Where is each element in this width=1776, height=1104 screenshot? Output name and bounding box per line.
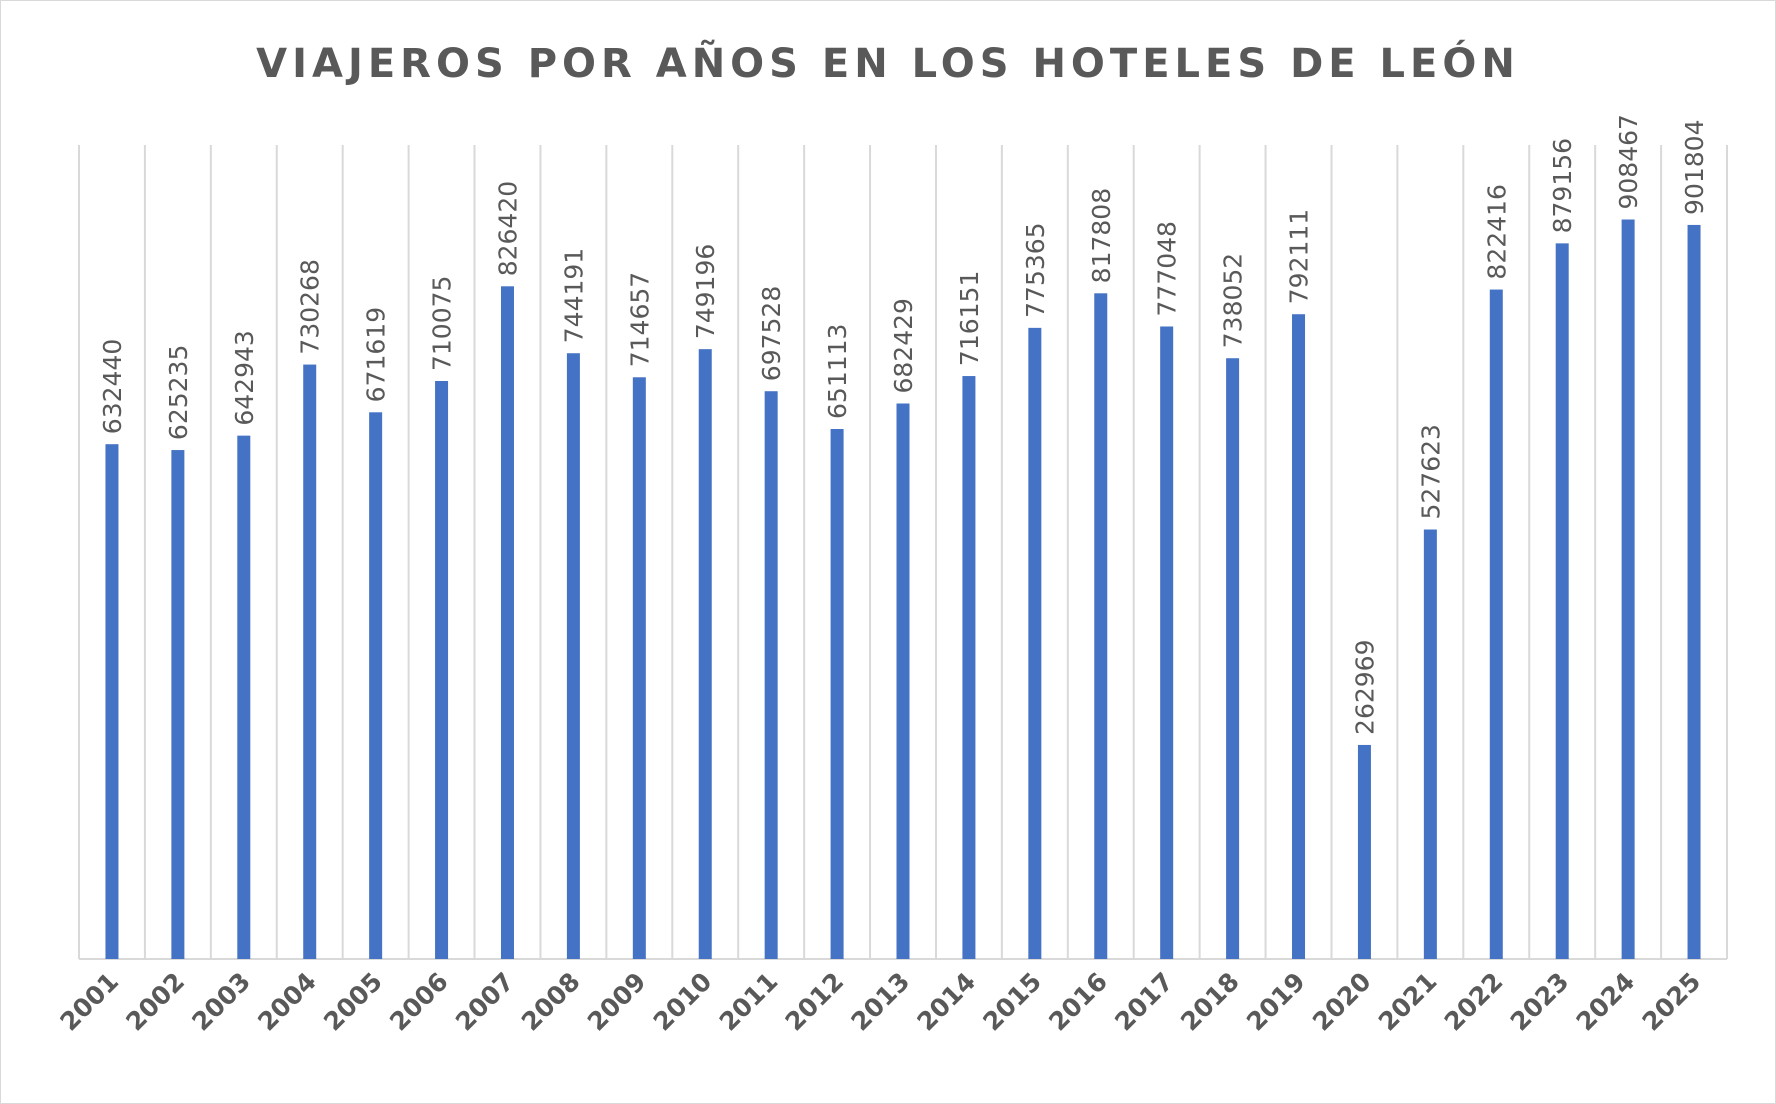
bar xyxy=(830,428,844,959)
bar xyxy=(303,364,317,959)
bar xyxy=(1489,289,1503,960)
bar xyxy=(632,377,646,960)
value-label: 817808 xyxy=(1087,188,1116,283)
value-label: 651113 xyxy=(823,324,852,419)
bar xyxy=(435,380,449,959)
value-label: 822416 xyxy=(1482,184,1511,279)
value-label: 775365 xyxy=(1021,222,1050,317)
bar xyxy=(698,349,712,960)
bar xyxy=(962,376,976,959)
value-label: 749196 xyxy=(691,244,720,339)
value-label: 826420 xyxy=(493,181,522,276)
value-label: 697528 xyxy=(757,286,786,381)
bar xyxy=(1357,744,1371,959)
value-label: 625235 xyxy=(164,345,193,440)
bar xyxy=(1028,327,1042,959)
bar xyxy=(566,353,580,959)
value-label: 642943 xyxy=(230,330,259,425)
bar xyxy=(369,412,383,959)
bar xyxy=(1555,243,1569,960)
chart-title: VIAJEROS POR AÑOS EN LOS HOTELES DE LEÓN xyxy=(256,39,1520,87)
value-label: 710075 xyxy=(428,276,457,371)
value-label: 262969 xyxy=(1350,640,1379,735)
value-label: 908467 xyxy=(1614,114,1643,209)
bar xyxy=(1687,224,1701,960)
bar xyxy=(1160,326,1174,960)
value-label: 744191 xyxy=(559,248,588,343)
value-label: 527623 xyxy=(1416,424,1445,519)
value-label: 671619 xyxy=(362,307,391,402)
value-label: 777048 xyxy=(1153,221,1182,316)
value-label: 792111 xyxy=(1285,209,1314,304)
bar xyxy=(1094,293,1108,959)
value-label: 682429 xyxy=(889,298,918,393)
bar xyxy=(237,435,251,959)
bar xyxy=(1226,358,1240,959)
value-label: 716151 xyxy=(955,271,984,366)
bar xyxy=(764,391,778,959)
bar xyxy=(1423,529,1437,959)
bar xyxy=(1292,314,1306,959)
bar xyxy=(500,286,514,959)
value-label: 901804 xyxy=(1680,119,1709,214)
bar xyxy=(896,403,910,959)
value-label: 730268 xyxy=(296,259,325,354)
value-label: 632440 xyxy=(98,339,127,434)
value-label: 738052 xyxy=(1219,253,1248,348)
value-label: 714657 xyxy=(625,272,654,367)
bar xyxy=(1621,219,1635,959)
value-label: 879156 xyxy=(1548,138,1577,233)
bar xyxy=(105,444,119,959)
bar xyxy=(171,450,185,959)
